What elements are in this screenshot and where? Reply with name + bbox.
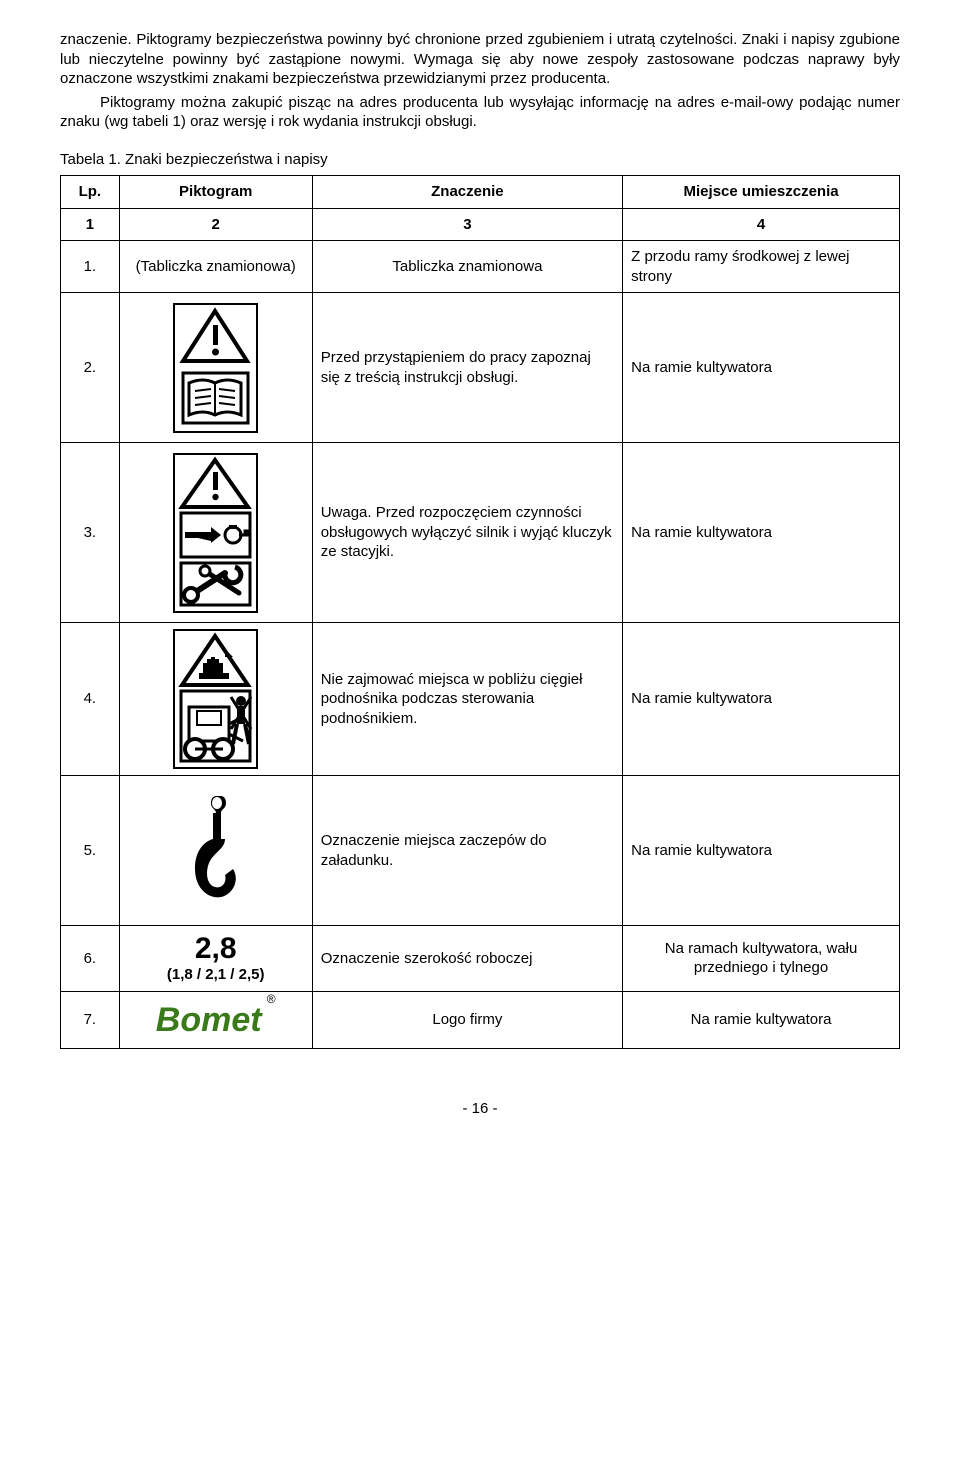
table-row: 2. — [61, 293, 900, 443]
registered-mark-icon: ® — [267, 992, 276, 1008]
row-lp: 1. — [61, 241, 120, 293]
row-lp: 3. — [61, 443, 120, 623]
row-lp: 5. — [61, 776, 120, 926]
location-cell: Na ramie kultywatora — [623, 623, 900, 776]
table-row: 3. — [61, 443, 900, 623]
row-lp: 6. — [61, 926, 120, 992]
warning-engine-off-icon — [173, 453, 258, 613]
table-row: 4. — [61, 623, 900, 776]
location-cell: Na ramie kultywatora — [623, 991, 900, 1048]
location-cell: Na ramie kultywatora — [623, 443, 900, 623]
page-number: - 16 - — [60, 1099, 900, 1119]
row-lp: 2. — [61, 293, 120, 443]
location-cell: Z przodu ramy środkowej z lewej strony — [623, 241, 900, 293]
pictogram-cell-width: 2,8 (1,8 / 2,1 / 2,5) — [119, 926, 312, 992]
safety-signs-table: Lp. Piktogram Znaczenie Miejsce umieszcz… — [60, 175, 900, 1049]
meaning-cell: Oznaczenie miejsca zaczepów do załadunku… — [312, 776, 622, 926]
col-header-miejsce: Miejsce umieszczenia — [623, 176, 900, 209]
table-row: 5. Oznaczenie miejsca zaczepów do załadu… — [61, 776, 900, 926]
pictogram-cell-engine-off — [119, 443, 312, 623]
pictogram-cell-manual — [119, 293, 312, 443]
row-lp: 7. — [61, 991, 120, 1048]
meaning-cell: Logo firmy — [312, 991, 622, 1048]
pictogram-cell-linkage — [119, 623, 312, 776]
table-row: 6. 2,8 (1,8 / 2,1 / 2,5) Oznaczenie szer… — [61, 926, 900, 992]
table-subheader-row: 1 2 3 4 — [61, 208, 900, 241]
table-row: 1. (Tabliczka znamionowa) Tabliczka znam… — [61, 241, 900, 293]
location-cell: Na ramach kultywatora, wału przedniego i… — [623, 926, 900, 992]
warning-linkage-icon — [173, 629, 258, 769]
meaning-cell: Oznaczenie szerokość roboczej — [312, 926, 622, 992]
meaning-cell: Nie zajmować miejsca w pobliżu cięgieł p… — [312, 623, 622, 776]
pictogram-cell-hook — [119, 776, 312, 926]
working-width-main: 2,8 — [128, 932, 304, 965]
table-caption: Tabela 1. Znaki bezpieczeństwa i napisy — [60, 150, 900, 170]
lifting-hook-icon — [181, 791, 251, 911]
table-row: 7. Bomet ® Logo firmy Na ramie kultywato… — [61, 991, 900, 1048]
bomet-logo: Bomet ® — [156, 998, 276, 1042]
working-width-sub: (1,8 / 2,1 / 2,5) — [128, 965, 304, 985]
location-cell: Na ramie kultywatora — [623, 776, 900, 926]
table-header-row: Lp. Piktogram Znaczenie Miejsce umieszcz… — [61, 176, 900, 209]
subheader-4: 4 — [623, 208, 900, 241]
meaning-cell: Przed przystąpieniem do pracy zapoznaj s… — [312, 293, 622, 443]
meaning-cell: Tabliczka znamionowa — [312, 241, 622, 293]
intro-paragraph-2: Piktogramy można zakupić pisząc na adres… — [60, 93, 900, 132]
col-header-lp: Lp. — [61, 176, 120, 209]
intro-paragraph-1: znaczenie. Piktogramy bezpieczeństwa pow… — [60, 30, 900, 89]
pictogram-cell-logo: Bomet ® — [119, 991, 312, 1048]
col-header-piktogram: Piktogram — [119, 176, 312, 209]
row-lp: 4. — [61, 623, 120, 776]
col-header-znaczenie: Znaczenie — [312, 176, 622, 209]
pictogram-cell-nameplate: (Tabliczka znamionowa) — [119, 241, 312, 293]
location-cell: Na ramie kultywatora — [623, 293, 900, 443]
meaning-cell: Uwaga. Przed rozpoczęciem czynności obsł… — [312, 443, 622, 623]
subheader-3: 3 — [312, 208, 622, 241]
bomet-logo-text: Bomet — [156, 1001, 262, 1039]
warning-read-manual-icon — [173, 303, 258, 433]
subheader-2: 2 — [119, 208, 312, 241]
subheader-1: 1 — [61, 208, 120, 241]
